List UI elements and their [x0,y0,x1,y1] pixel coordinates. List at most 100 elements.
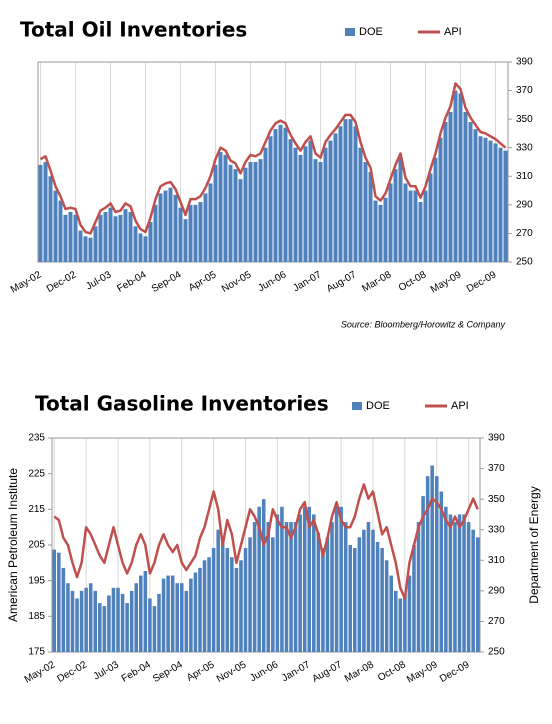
bar [134,583,139,652]
y-tick-label: 290 [516,199,533,210]
bar [118,214,123,262]
bar [166,575,170,652]
line [39,82,507,235]
bar [207,557,211,652]
bar [458,93,463,262]
bar [433,157,438,262]
bar [57,552,61,652]
bar [423,190,428,262]
bar [448,112,453,262]
bar [358,147,363,262]
bar [398,598,403,652]
x-tick-label: Dec-09 [438,659,472,685]
bar [478,136,483,262]
x-tick-label: Dec-02 [56,659,90,685]
bar [239,560,243,652]
bar [298,514,302,652]
x-tick-label: May-02 [9,269,44,295]
bar [443,122,448,262]
bar [184,590,189,652]
source-note: Source: Bloomberg/Horowitz & Company [341,319,506,329]
bar [102,606,107,652]
bar [193,204,198,262]
bar [129,590,134,652]
bar [98,214,103,262]
bar [168,187,173,262]
y-tick-label: 205 [28,540,45,551]
x-tick-label: Jun-06 [248,659,280,684]
bar [325,537,330,652]
bar [334,506,339,652]
x-tick-label: Feb-04 [115,269,148,295]
bar [88,583,93,652]
bar [153,204,158,262]
x-tick-label: May-09 [405,659,440,685]
bar [393,169,398,262]
bar [198,567,202,652]
x-tick-label: Jun-06 [256,269,288,294]
bar [111,587,116,652]
bar [430,465,434,652]
bar [61,567,66,652]
bar [412,545,416,652]
bar [225,548,230,652]
bar [173,194,178,262]
bar [138,233,143,262]
bar [234,567,239,652]
bar [353,548,357,652]
plot-border [51,437,481,653]
bar [58,200,63,262]
bar [312,514,316,652]
x-tick-label: Dec-09 [465,269,499,295]
bar [388,183,393,262]
y-tick-label: 310 [516,171,533,182]
bar [228,164,233,262]
x-tick-label: Sep-04 [151,659,185,685]
x-tick-label: Aug-07 [311,659,345,685]
y2-tick-label: 330 [488,524,505,535]
bar [418,202,423,262]
bar [366,522,371,652]
legend-label: API [451,400,469,412]
legend-swatch [352,402,362,410]
bar [421,496,425,652]
bar [113,216,118,262]
bar [253,162,258,262]
y-tick-label: 390 [516,57,533,68]
bar [357,537,362,652]
y-tick-label: 370 [516,85,533,96]
bar [271,537,275,652]
bar [383,197,388,262]
bar [120,593,125,652]
y-tick-label: 250 [516,257,533,268]
x-tick-label: Dec-02 [45,269,79,295]
bar [107,595,111,652]
bar [389,575,393,652]
bar [193,572,198,652]
x-tick-label: Nov-05 [220,269,254,295]
bar [463,112,468,262]
bar [158,193,163,262]
chart-title: Total Oil Inventories [20,18,247,42]
bar [175,583,179,652]
bar [73,214,78,262]
bar [316,532,321,652]
bar [488,140,493,262]
bar [318,162,323,262]
chart: Total Oil Inventories Source: Bloomberg/H… [9,18,533,330]
bar [425,476,430,652]
bar [321,548,325,652]
legend-label: DOE [366,400,390,412]
y2-tick-label: 270 [488,616,505,627]
bar [125,603,129,652]
bar [353,126,358,263]
bar [439,491,444,652]
x-tick-label: Jan-07 [291,269,323,294]
bar [116,587,120,652]
x-tick-label: Jan-07 [280,659,312,684]
bar [263,147,268,262]
x-tick-label: Mar-08 [360,269,393,295]
bar [66,583,70,652]
bar [373,200,378,262]
bar [471,529,475,652]
